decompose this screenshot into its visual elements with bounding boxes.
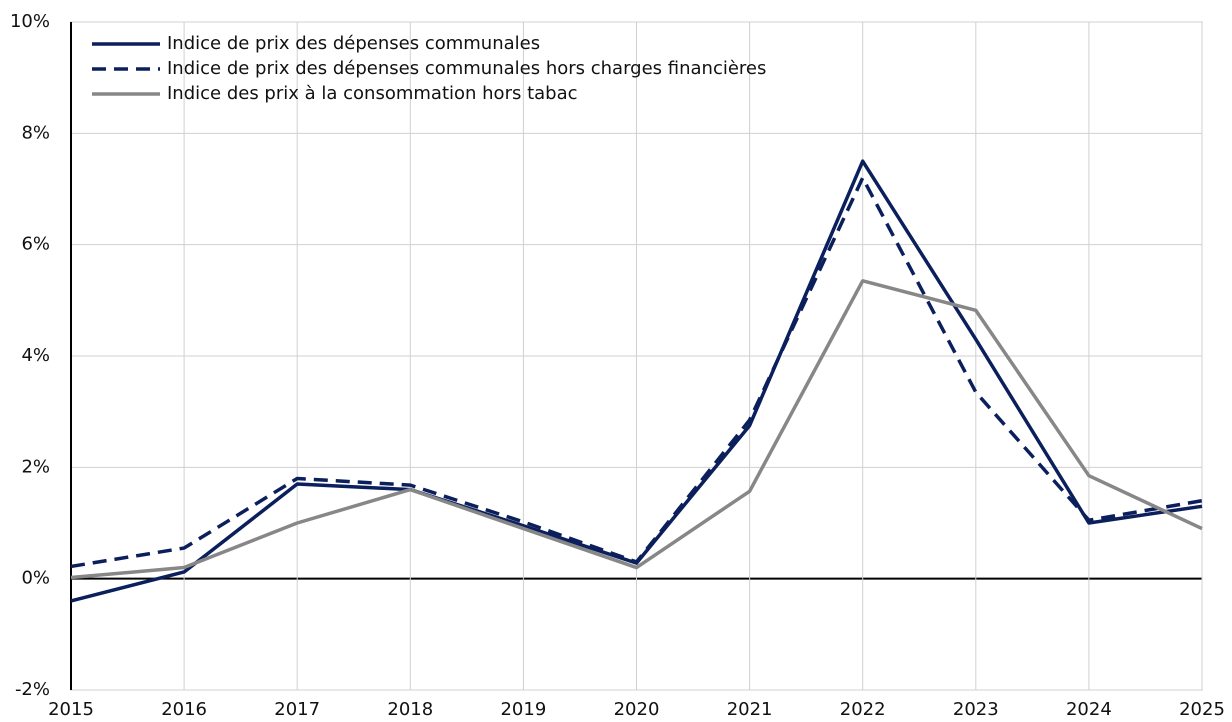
x-tick-label: 2022	[840, 699, 886, 720]
x-tick-label: 2015	[48, 699, 94, 720]
legend-label: Indice de prix des dépenses communales	[167, 33, 540, 54]
x-tick-label: 2020	[614, 699, 660, 720]
legend-label: Indice des prix à la consommation hors t…	[167, 83, 578, 104]
y-tick-label: 8%	[21, 122, 50, 143]
y-tick-label: -2%	[15, 679, 50, 700]
y-tick-label: 4%	[21, 345, 50, 366]
x-tick-label: 2019	[500, 699, 546, 720]
series-line	[70, 279, 1203, 580]
x-tick-label: 2018	[387, 699, 433, 720]
x-tick-label: 2023	[953, 699, 999, 720]
x-tick-label: 2024	[1066, 699, 1112, 720]
x-tick-label: 2016	[161, 699, 207, 720]
x-tick-label: 2021	[727, 699, 773, 720]
x-tick-label: 2017	[274, 699, 320, 720]
y-tick-label: 10%	[10, 11, 50, 32]
y-tick-label: 2%	[21, 456, 50, 477]
series-line	[70, 176, 1203, 569]
x-tick-label: 2025	[1179, 699, 1225, 720]
legend-label: Indice de prix des dépenses communales h…	[167, 58, 766, 79]
y-tick-label: 0%	[21, 568, 50, 589]
y-tick-label: 6%	[21, 234, 50, 255]
